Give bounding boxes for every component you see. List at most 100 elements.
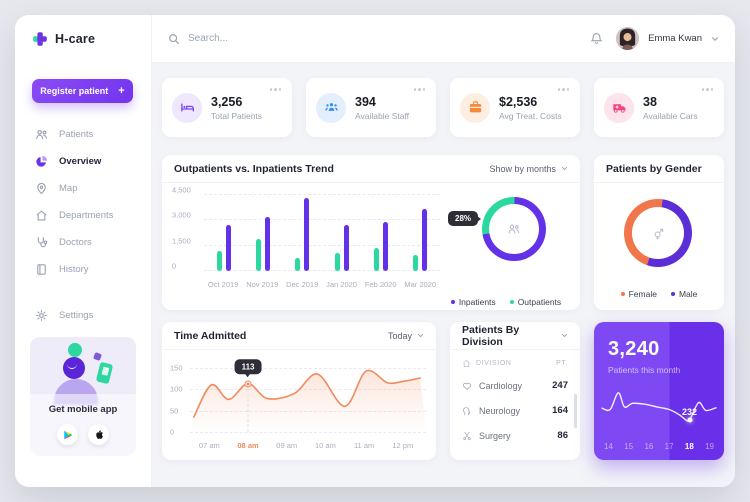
user-avatar[interactable] xyxy=(616,27,640,50)
gender-icon xyxy=(654,228,663,240)
x-axis-tick: 08 am xyxy=(237,441,259,450)
stat-value: 394 xyxy=(355,94,376,109)
sidebar-item-label: Departments xyxy=(59,210,114,221)
bar-outpatients[interactable] xyxy=(373,248,379,271)
table-row-cardiology[interactable]: Cardiology 247 xyxy=(450,373,580,398)
dots-menu-icon[interactable] xyxy=(412,86,428,93)
bar-inpatients[interactable] xyxy=(382,222,388,271)
chevron-down-icon[interactable] xyxy=(711,35,719,43)
bar-group xyxy=(373,195,388,271)
legend-dot xyxy=(670,292,675,296)
legend-dot xyxy=(509,300,514,304)
column-label-pt: PT. xyxy=(556,360,568,367)
table-header: DIVISION PT. xyxy=(450,350,580,373)
gender-donut[interactable] xyxy=(624,199,692,267)
legend-item-inpatients[interactable]: Inpatients xyxy=(450,297,496,307)
day-label: 19 xyxy=(705,442,714,451)
stethoscope-icon xyxy=(35,236,48,249)
stat-card-total-patients: 3,256 Total Patients xyxy=(162,78,292,137)
dots-menu-icon[interactable] xyxy=(268,86,284,93)
stat-label: Total Patients xyxy=(211,110,263,121)
bar-inpatients[interactable] xyxy=(304,198,310,271)
trend-donut-zone: 28% Inpatients Outpatients xyxy=(446,187,574,309)
apple-icon xyxy=(96,430,104,439)
bar-inpatients[interactable] xyxy=(264,216,270,271)
bar-outpatients[interactable] xyxy=(255,238,261,271)
today-dropdown[interactable]: Today xyxy=(388,331,424,341)
table-row-neurology[interactable]: Neurology 164 xyxy=(450,398,580,423)
notifications-button[interactable] xyxy=(590,32,603,45)
y-axis-tick: 4,500 xyxy=(172,185,191,195)
stat-card-avg-costs: $2,536 Avg Treat. Costs xyxy=(450,78,580,137)
x-axis-tick: Jan 2020 xyxy=(326,280,357,289)
bar-inpatients[interactable] xyxy=(343,225,349,271)
building-icon xyxy=(463,360,470,368)
gridline xyxy=(190,367,426,369)
search-input[interactable] xyxy=(188,33,388,44)
neurology-icon xyxy=(463,406,470,415)
card-title: Patients By Division xyxy=(462,323,520,348)
gridline xyxy=(204,194,440,196)
table-row-surgery[interactable]: Surgery 86 xyxy=(450,423,580,448)
patients-by-division-card: Patients By Division DIVISION PT. Cardio… xyxy=(450,322,580,460)
x-axis-tick: 12 pm xyxy=(392,441,414,450)
sidebar-item-label: Patients xyxy=(59,129,94,140)
card-title: Outpatients vs. Inpatients Trend xyxy=(174,162,334,175)
register-patient-button[interactable]: Register patient + xyxy=(32,79,133,103)
gridline xyxy=(204,219,440,221)
sidebar-nav: Patients Overview Map xyxy=(15,121,151,329)
bar-outpatients[interactable] xyxy=(295,258,301,271)
y-axis-tick: 150 xyxy=(170,363,183,373)
dots-menu-icon[interactable] xyxy=(556,86,572,93)
sidebar-item-history[interactable]: History xyxy=(15,256,151,283)
legend-item-outpatients[interactable]: Outpatients xyxy=(509,297,562,307)
bar-inpatients[interactable] xyxy=(225,224,231,271)
x-axis-tick: Feb 2020 xyxy=(364,280,397,289)
day-label: 17 xyxy=(664,442,674,451)
bar-outpatients[interactable] xyxy=(216,250,222,271)
legend-item-female[interactable]: Female xyxy=(620,289,657,299)
bar-outpatients[interactable] xyxy=(334,252,340,271)
donut-tooltip: 28% xyxy=(448,211,482,226)
sidebar-item-map[interactable]: Map xyxy=(15,175,151,202)
y-axis-tick: 3,000 xyxy=(172,210,191,220)
x-axis-tick: 11 am xyxy=(353,441,375,450)
inpatients-outpatients-donut[interactable] xyxy=(482,197,546,261)
sidebar-item-doctors[interactable]: Doctors xyxy=(15,229,151,256)
marker-guideline xyxy=(247,383,249,432)
apple-store-button[interactable] xyxy=(88,424,109,445)
sidebar-item-overview[interactable]: Overview xyxy=(15,148,151,175)
legend-label: Outpatients xyxy=(517,297,562,307)
bar-outpatients[interactable] xyxy=(413,254,419,271)
user-name[interactable]: Emma Kwan xyxy=(648,33,702,44)
patients-icon xyxy=(508,224,520,234)
sidebar-item-settings[interactable]: Settings xyxy=(15,302,151,329)
data-point-marker[interactable] xyxy=(687,417,693,423)
google-play-icon xyxy=(63,430,72,439)
sidebar-item-patients[interactable]: Patients xyxy=(15,121,151,148)
show-by-months-dropdown[interactable]: Show by months xyxy=(489,164,568,174)
hcare-cross-icon xyxy=(33,32,47,46)
stat-label: Available Cars xyxy=(643,110,698,121)
sidebar-item-departments[interactable]: Departments xyxy=(15,202,151,229)
chevron-down-icon[interactable] xyxy=(561,332,568,339)
month-total: 3,240 xyxy=(608,338,660,360)
patients-by-gender-card: Patients by Gender Female xyxy=(594,155,724,310)
data-point-marker[interactable] xyxy=(245,381,251,387)
search-icon xyxy=(169,33,180,44)
sidebar-item-label: History xyxy=(59,264,89,275)
legend-label: Female xyxy=(628,289,657,299)
dots-menu-icon[interactable] xyxy=(700,86,716,93)
stat-value: 3,256 xyxy=(211,94,243,109)
legend-item-male[interactable]: Male xyxy=(670,289,697,299)
scrollbar-thumb[interactable] xyxy=(574,394,577,428)
gridline xyxy=(204,270,440,271)
google-play-button[interactable] xyxy=(57,424,78,445)
day-label: 15 xyxy=(624,442,634,451)
bar-inpatients[interactable] xyxy=(422,208,428,271)
surgery-scissors-icon xyxy=(463,431,471,440)
day-axis: 14 15 16 17 18 19 xyxy=(604,442,714,451)
bar-group xyxy=(255,195,270,271)
x-axis-tick: 09 am xyxy=(276,441,298,450)
dropdown-label: Show by months xyxy=(489,163,556,174)
